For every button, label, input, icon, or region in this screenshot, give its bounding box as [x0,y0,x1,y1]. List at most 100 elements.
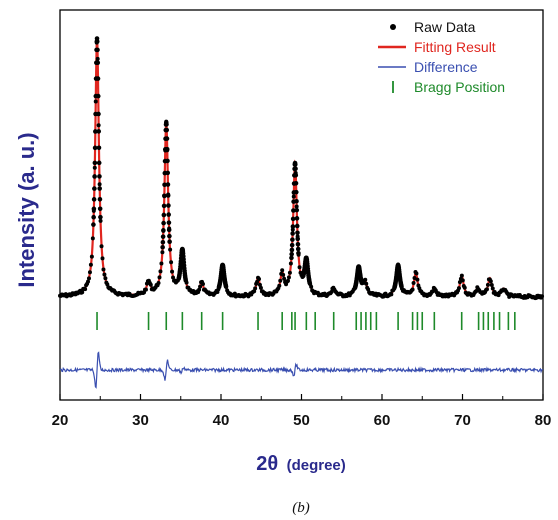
raw-data-point [296,250,301,256]
raw-data-point [86,279,91,284]
raw-data-point [489,282,494,287]
raw-data-point [160,234,166,239]
raw-data-point [290,231,295,236]
raw-data-point [96,145,102,151]
raw-data-point [291,208,296,213]
raw-data-point [399,284,404,289]
raw-data-point [103,276,108,281]
raw-data-point [98,214,103,220]
raw-data-point [169,260,174,265]
x-tick-label: 80 [535,412,552,429]
legend-label-diff: Difference [414,59,478,75]
raw-data-point [80,290,85,295]
raw-data-point [258,285,263,290]
x-tick-label: 30 [132,412,149,429]
raw-data-point [97,186,102,191]
raw-data-point [95,76,101,81]
raw-data-point [257,277,261,282]
x-tick-label: 60 [374,412,391,429]
raw-data-point [86,276,91,281]
raw-data-point [96,111,101,117]
raw-data-point [165,158,170,164]
legend-label-raw: Raw Data [414,19,476,35]
raw-data-point [295,230,300,236]
raw-data-point [293,181,299,186]
raw-data-point [295,236,301,242]
raw-data-point [97,206,103,212]
x-tick-label: 70 [454,412,471,429]
raw-data-point [198,284,203,289]
raw-data-point [410,287,415,292]
raw-data-point [294,204,299,209]
raw-data-point [95,47,100,53]
raw-data-point [99,244,104,249]
raw-data-point [363,277,368,282]
x-axis-title-unit: (degree) [287,457,346,474]
legend-label-fit: Fitting Result [414,39,496,55]
raw-data-point [143,287,148,292]
raw-data-point [83,287,88,292]
raw-data-point [168,247,173,252]
raw-data-point [294,198,299,204]
raw-data-point [97,196,103,202]
raw-data-point [93,129,98,134]
raw-data-point [95,60,101,65]
raw-data-point [96,160,102,166]
raw-data-point [160,250,165,255]
raw-data-point [415,277,420,282]
raw-data-point [280,268,285,273]
bragg-layer [96,312,516,330]
raw-data-point [460,278,465,283]
raw-data-point [290,216,296,222]
x-tick-label: 20 [52,412,69,429]
raw-data-point [197,287,202,292]
raw-data-point [91,214,96,220]
raw-data-point [289,247,295,253]
raw-data-point [540,294,545,299]
raw-data-point [293,162,298,167]
x-axis-ticks: 20 30 40 50 60 70 80 [52,394,552,429]
raw-data-point [459,273,464,278]
raw-data-point [456,286,461,291]
raw-data-point [148,282,153,287]
difference-layer [59,351,544,389]
raw-data-point [286,275,291,280]
raw-data-point [490,286,495,291]
legend: Raw Data Fitting Result Difference Bragg Po… [378,19,505,95]
raw-data-point [89,254,94,259]
raw-data-point [94,39,100,44]
raw-data-point [160,239,166,245]
raw-data-point [255,279,260,284]
raw-data-point [101,267,106,272]
raw-data-point [102,272,107,277]
raw-data-point [288,261,293,266]
raw-data-point [291,194,296,199]
raw-data-point [166,220,172,225]
raw-data-point [289,251,294,257]
raw-data-point [166,203,171,208]
raw-data-point [484,287,489,292]
raw-data-point [166,227,172,233]
raw-data-point [95,93,101,99]
raw-data-point [92,174,97,179]
raw-data-point [159,261,164,266]
figure-caption: (b) [292,500,310,516]
x-axis-title-main: 2θ [256,453,278,475]
raw-data-point [165,193,171,198]
legend-raw-marker [390,24,396,30]
raw-data-point [164,136,170,141]
raw-data-point [161,203,167,209]
raw-data-point [160,244,165,250]
raw-data-point [158,269,163,274]
raw-data-point [411,281,416,285]
raw-data-point [161,228,166,233]
raw-data-point [223,284,229,289]
raw-data-point [95,56,100,61]
raw-data-point [97,174,102,179]
raw-data-point [96,129,102,134]
raw-data-point [282,276,287,281]
raw-data-point [295,241,301,247]
raw-data-point [293,166,298,172]
legend-label-bragg: Bragg Position [414,79,505,95]
